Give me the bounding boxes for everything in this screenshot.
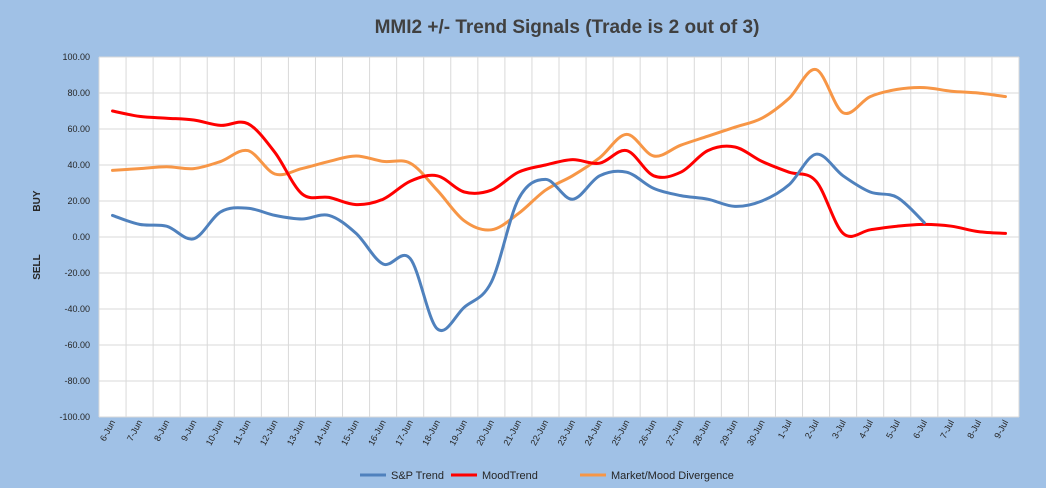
- legend-label: S&P Trend: [391, 470, 444, 482]
- series-line-market-mood-divergence: [111, 68, 1007, 232]
- gridlines: [98, 56, 1020, 418]
- y-tick-label: 80.00: [67, 88, 90, 98]
- y-tick-label: 0.00: [72, 232, 90, 242]
- y-tick-label: -60.00: [64, 340, 90, 350]
- y-tick-label: -40.00: [64, 304, 90, 314]
- y-tick-label: 100.00: [62, 52, 90, 62]
- series-line-moodtrend: [111, 109, 1007, 238]
- y-tick-label: 40.00: [67, 160, 90, 170]
- y-tick-label: 20.00: [67, 196, 90, 206]
- y-side-label-sell: SELL: [32, 254, 43, 280]
- chart-title: MMI2 +/- Trend Signals (Trade is 2 out o…: [375, 17, 760, 38]
- y-side-label-buy: BUY: [32, 190, 43, 211]
- series-line-s-p-trend: [111, 152, 926, 332]
- y-tick-label: -100.00: [59, 412, 90, 422]
- series-lines: [111, 68, 1007, 332]
- y-tick-label: 60.00: [67, 124, 90, 134]
- y-tick-label: -20.00: [64, 268, 90, 278]
- y-tick-label: -80.00: [64, 376, 90, 386]
- legend: S&P Trend MoodTrend Market/Mood Divergence: [360, 470, 734, 482]
- legend-label: Market/Mood Divergence: [611, 470, 734, 482]
- legend-label: MoodTrend: [482, 470, 538, 482]
- y-axis-tick-labels: 100.00 80.00 60.00 40.00 20.00 0.00 -20.00 -40.…: [59, 52, 90, 422]
